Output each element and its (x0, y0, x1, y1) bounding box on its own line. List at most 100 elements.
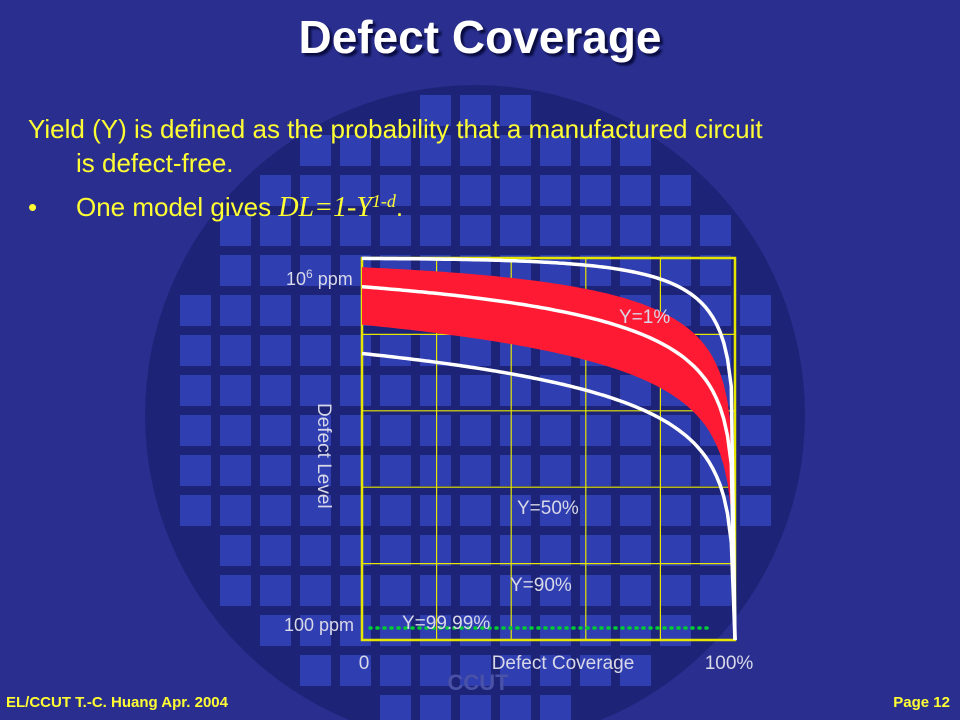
plot-frame (360, 256, 737, 642)
wafer-die (540, 495, 571, 526)
wafer-die (740, 295, 771, 326)
wafer-die (300, 495, 331, 526)
wafer-die (460, 495, 491, 526)
wafer-die (380, 575, 411, 606)
wafer-die (180, 335, 211, 366)
wafer-die (300, 615, 331, 646)
wafer-die (340, 175, 371, 206)
wafer-die (540, 415, 571, 446)
wafer-die (220, 535, 251, 566)
wafer-die (620, 455, 651, 486)
wafer-die (620, 415, 651, 446)
wafer-die (340, 455, 371, 486)
wafer-die (660, 455, 691, 486)
yield-curve (361, 351, 737, 641)
wafer-die (620, 215, 651, 246)
wafer-die (260, 495, 291, 526)
wafer-die (380, 215, 411, 246)
wafer-die (420, 575, 451, 606)
wafer-die (460, 575, 491, 606)
wafer-die (460, 695, 491, 720)
wafer-die (180, 495, 211, 526)
wafer-die (340, 335, 371, 366)
wafer-die (500, 215, 531, 246)
yield-band-area (362, 267, 735, 640)
formula-exponent: 1-d (371, 191, 396, 211)
wafer-die (340, 215, 371, 246)
wafer-die (500, 535, 531, 566)
bullet-suffix: . (395, 192, 404, 222)
wafer-die (420, 375, 451, 406)
wafer-die (260, 295, 291, 326)
wafer-die (340, 415, 371, 446)
wafer-die (300, 135, 331, 166)
wafer-die (460, 375, 491, 406)
wafer-die (580, 655, 611, 686)
wafer-die (420, 695, 451, 720)
wafer-die (220, 495, 251, 526)
wafer-die (620, 135, 651, 166)
wafer-die (740, 375, 771, 406)
wafer-die (500, 655, 531, 686)
wafer-die (180, 415, 211, 446)
wafer-die (260, 175, 291, 206)
wafer-die (740, 415, 771, 446)
wafer-die (380, 695, 411, 720)
wafer-die (380, 535, 411, 566)
wafer-die (420, 95, 451, 126)
wafer-die (260, 375, 291, 406)
wafer-die (220, 575, 251, 606)
wafer-die (580, 535, 611, 566)
wafer-die (580, 455, 611, 486)
wafer-die (460, 215, 491, 246)
wafer-die (540, 215, 571, 246)
wafer-die (300, 335, 331, 366)
wafer-die (580, 215, 611, 246)
y-axis-label: Defect Level (313, 403, 334, 509)
wafer-die (700, 215, 731, 246)
wafer-die (340, 575, 371, 606)
wafer-die (260, 615, 291, 646)
bullet-prefix: One model gives (76, 192, 279, 222)
wafer-die (420, 215, 451, 246)
wafer-die (540, 535, 571, 566)
wafer-die (620, 495, 651, 526)
wafer-die (300, 295, 331, 326)
y-tick-top: 106 ppm (286, 267, 353, 289)
wafer-die (660, 215, 691, 246)
definition-line-2: is defect-free. (76, 148, 234, 178)
wafer-die (300, 215, 331, 246)
series-label-y9999: Y=99.99% (402, 613, 490, 634)
wafer-die (300, 575, 331, 606)
wafer-die (500, 455, 531, 486)
wafer-die (460, 655, 491, 686)
wafer-die (260, 335, 291, 366)
wafer-die (660, 575, 691, 606)
wafer-die (300, 375, 331, 406)
wafer-die (460, 455, 491, 486)
wafer-die (300, 535, 331, 566)
wafer-die (180, 455, 211, 486)
wafer-die (460, 535, 491, 566)
wafer-die (380, 335, 411, 366)
wafer-die (700, 535, 731, 566)
wafer-die (220, 335, 251, 366)
wafer-die (540, 695, 571, 720)
defect-level-formula: DL=1-Y1-d (278, 191, 396, 223)
wafer-die (740, 335, 771, 366)
wafer-die (300, 175, 331, 206)
wafer-die (420, 135, 451, 166)
wafer-die (620, 535, 651, 566)
wafer-die (620, 175, 651, 206)
wafer-die (300, 455, 331, 486)
x-tick-zero: 0 (359, 653, 370, 674)
y-tick-top-unit: ppm (313, 269, 353, 289)
wafer-die (660, 535, 691, 566)
wafer-die (460, 415, 491, 446)
wafer-die (380, 495, 411, 526)
wafer-die (460, 95, 491, 126)
wafer-die (540, 175, 571, 206)
wafer-die (220, 255, 251, 286)
formula-base: DL=1-Y (278, 192, 372, 223)
